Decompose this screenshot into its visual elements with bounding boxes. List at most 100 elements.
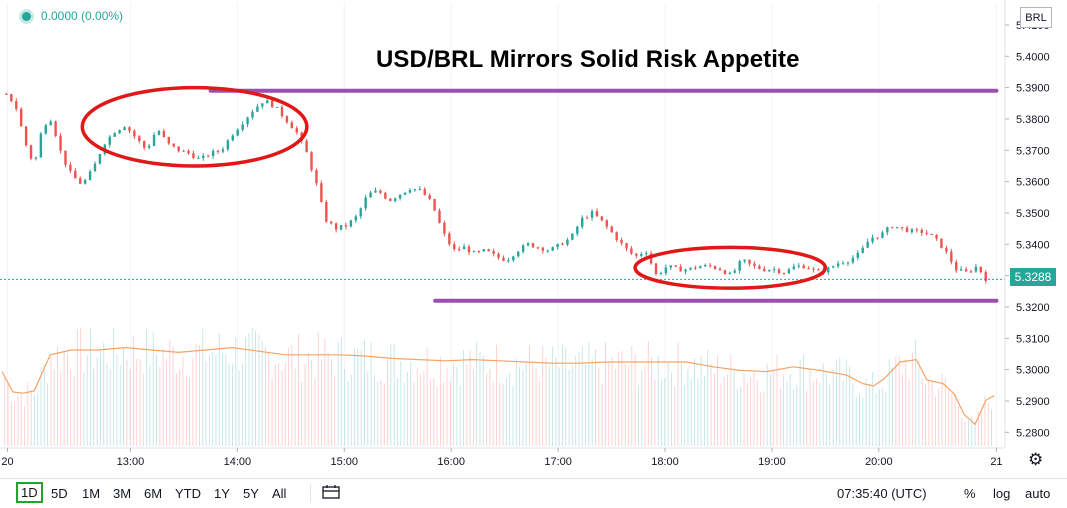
range-button-all[interactable]: All — [272, 486, 287, 501]
candle-body — [605, 220, 609, 227]
price-tick-label: 5.3500 — [1016, 208, 1050, 220]
gear-icon[interactable]: ⚙ — [1028, 450, 1044, 469]
candle-body — [669, 265, 672, 268]
candle-body — [984, 272, 987, 281]
volume-bar — [819, 383, 821, 446]
volume-bar — [509, 372, 511, 446]
volume-bar — [496, 344, 497, 446]
volume-bar — [456, 366, 458, 446]
range-button-1y[interactable]: 1Y — [214, 486, 230, 501]
candle-body — [969, 271, 973, 273]
volume-bar — [261, 341, 263, 446]
volume-bar — [314, 377, 316, 446]
volume-bar — [129, 369, 131, 446]
price-tick-label: 5.3100 — [1016, 333, 1050, 345]
clock-time[interactable]: 07:35:40 (UTC) — [837, 486, 927, 501]
volume-bar — [562, 343, 563, 446]
candlesticks — [5, 92, 987, 284]
volume-bar — [826, 373, 827, 446]
volume-bar — [740, 386, 742, 446]
candle-body — [462, 246, 466, 250]
candle-body — [39, 133, 43, 158]
candle-body — [600, 216, 604, 221]
volume-bar — [773, 370, 775, 446]
volume-bar — [710, 363, 712, 446]
volume-bar — [327, 352, 329, 446]
candle-body — [684, 269, 687, 272]
candle-body — [694, 267, 697, 269]
date-range-icon[interactable] — [322, 484, 340, 503]
volume-bar — [661, 379, 662, 446]
candle-body — [807, 268, 810, 270]
volume-bar — [938, 387, 940, 446]
time-axis: 20 13:00 14:00 15:00 16:00 17:00 18:00 19:00 20:… — [1, 448, 1003, 468]
candle-body — [635, 253, 638, 256]
volume-bar — [680, 363, 682, 446]
candle-body — [502, 257, 505, 261]
volume-bar — [730, 354, 732, 446]
range-button-5y[interactable]: 5Y — [243, 486, 259, 501]
volume-bar — [367, 371, 369, 446]
candle-body — [536, 247, 540, 249]
volume-bar — [862, 397, 864, 446]
symbol-badge[interactable]: BRL — [1020, 7, 1052, 28]
candle-body — [34, 157, 38, 159]
volume-bar — [519, 366, 521, 446]
candle-body — [162, 131, 166, 137]
range-button-ytd[interactable]: YTD — [175, 486, 201, 501]
candle-body — [157, 131, 161, 135]
price-chart[interactable]: 5.41005.40005.39005.38005.37005.36005.35… — [0, 0, 1067, 478]
range-button-1d[interactable]: 1D — [16, 482, 43, 503]
volume-bar — [370, 342, 372, 446]
volume-bar — [674, 386, 676, 446]
volume-bar — [905, 359, 907, 446]
volume-bar — [802, 355, 804, 446]
volume-bar — [324, 338, 326, 446]
candle-body — [443, 222, 446, 234]
volume-bar — [400, 361, 402, 446]
range-button-1m[interactable]: 1M — [82, 486, 101, 501]
candle-body — [246, 117, 249, 125]
candle-body — [704, 265, 707, 267]
candle-body — [88, 171, 92, 181]
volume-bar — [33, 394, 35, 446]
candle-body — [768, 270, 771, 272]
volume-bar — [27, 382, 29, 446]
candle-body — [497, 253, 500, 258]
time-tick-label: 21 — [990, 456, 1002, 468]
volume-bar — [377, 381, 379, 446]
volume-bar — [80, 328, 82, 446]
volume-bar — [159, 366, 161, 446]
candle-body — [15, 101, 18, 109]
candle-body — [659, 273, 663, 275]
volume-bar — [529, 345, 530, 446]
candle-body — [526, 243, 530, 246]
candle-body — [738, 261, 741, 271]
candle-body — [472, 251, 476, 253]
volume-bar — [433, 378, 435, 446]
percent-toggle[interactable]: % — [964, 486, 976, 501]
candle-body — [108, 136, 111, 145]
candle-body — [118, 129, 121, 134]
log-toggle[interactable]: log — [993, 486, 1011, 501]
range-button-3m[interactable]: 3M — [113, 486, 132, 501]
range-button-5d[interactable]: 5D — [51, 486, 68, 501]
candle-body — [152, 134, 156, 146]
volume-bar — [43, 364, 45, 446]
volume-bar — [720, 383, 722, 446]
candle-body — [595, 211, 599, 217]
candle-body — [576, 226, 579, 234]
auto-toggle[interactable]: auto — [1025, 486, 1051, 501]
candle-body — [339, 225, 343, 230]
range-button-6m[interactable]: 6M — [144, 486, 163, 501]
volume-bar — [228, 363, 230, 446]
candle-body — [728, 272, 732, 274]
volume-bar — [618, 352, 620, 446]
volume-bar — [538, 382, 540, 446]
candle-body — [211, 150, 215, 157]
volume-bar — [301, 381, 303, 446]
candle-body — [507, 260, 510, 262]
volume-bar — [634, 353, 636, 446]
volume-bar — [816, 378, 818, 446]
price-tick-label: 5.3200 — [1016, 302, 1050, 314]
